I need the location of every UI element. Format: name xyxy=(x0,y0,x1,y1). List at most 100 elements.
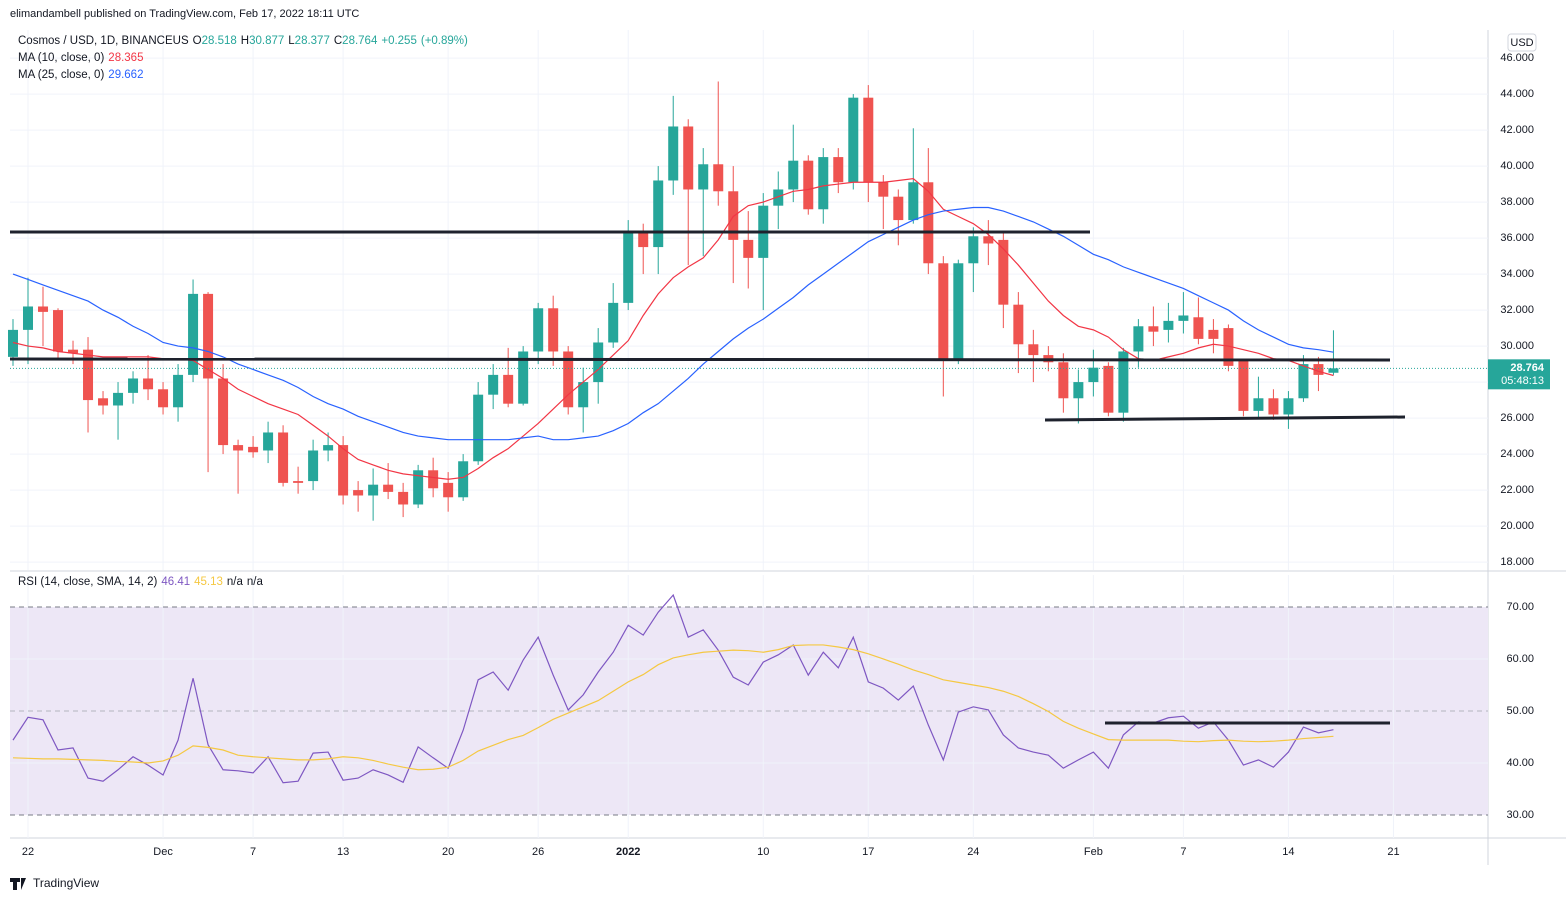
rsi-extra: n/a xyxy=(246,576,263,588)
candle-body xyxy=(413,470,424,505)
y-tick-label: 30.00 xyxy=(1506,809,1534,821)
y-tick-label: 44.000 xyxy=(1500,88,1534,100)
candle-body xyxy=(908,182,919,221)
x-tick-label: 13 xyxy=(337,846,349,858)
countdown: 05:48:13 xyxy=(1501,375,1544,387)
candle-body xyxy=(1103,365,1114,413)
y-tick-label: 32.000 xyxy=(1500,304,1534,316)
series-line xyxy=(12,593,1334,784)
y-tick-label: 26.000 xyxy=(1500,412,1534,424)
last-price-label: 28.764 xyxy=(1510,362,1545,374)
candle-body xyxy=(728,191,739,240)
rsi-legend: RSI (14, close, SMA, 14, 2) 46.41 45.13 n/a… xyxy=(18,576,267,588)
candle-body xyxy=(683,126,694,190)
candle-body xyxy=(1058,362,1069,399)
candle-body xyxy=(1238,360,1249,411)
x-tick-label: 14 xyxy=(1282,846,1294,858)
candle-body xyxy=(653,180,664,248)
candle-body xyxy=(893,196,904,221)
candle-body xyxy=(563,351,574,408)
candle-body xyxy=(1298,364,1309,399)
y-tick-label: 42.000 xyxy=(1500,124,1534,136)
x-tick-label: 17 xyxy=(862,846,874,858)
candle-body xyxy=(368,484,379,496)
price-legend: Cosmos / USD, 1D, BINANCEUS O28.518 H30.87… xyxy=(18,35,472,47)
candle-body xyxy=(608,302,619,343)
x-tick-label: 24 xyxy=(967,846,979,858)
candle-body xyxy=(548,308,559,352)
x-tick-label: 22 xyxy=(22,846,34,858)
trend-line xyxy=(9,357,1391,362)
currency-button[interactable] xyxy=(1507,33,1537,52)
candle-body xyxy=(143,378,154,390)
candle-body xyxy=(38,306,49,312)
ohlc-value: 28.764 xyxy=(342,35,378,47)
candle-body xyxy=(863,97,874,183)
last-price-box xyxy=(1488,359,1550,390)
y-tick-label: 40.000 xyxy=(1500,160,1534,172)
candle-body xyxy=(263,432,274,451)
ohlc-value: 30.877 xyxy=(249,35,285,47)
candle-body xyxy=(323,445,334,451)
candle-body xyxy=(983,236,994,244)
change-pct: (+0.89%) xyxy=(420,35,468,47)
ma-name: MA (25, close, 0) xyxy=(18,69,105,81)
rsi-value: 46.41 xyxy=(161,576,191,588)
x-tick-label: 26 xyxy=(532,846,544,858)
ma-name: MA (10, close, 0) xyxy=(18,52,105,64)
candle-body xyxy=(533,308,544,352)
candle-body xyxy=(353,490,364,496)
candle-body xyxy=(8,329,19,357)
rsi-extra: n/a xyxy=(226,576,243,588)
candle-body xyxy=(773,189,784,206)
candle-body xyxy=(428,470,439,489)
candle-body xyxy=(1028,344,1039,356)
candle-body xyxy=(1268,398,1279,415)
candle-body xyxy=(443,482,454,498)
ohlc-value: 28.377 xyxy=(294,35,330,47)
candle-body xyxy=(518,351,529,404)
ma25-legend: MA (25, close, 0) 29.662 xyxy=(18,69,147,81)
candle-body xyxy=(743,239,754,258)
x-tick-label: 10 xyxy=(757,846,769,858)
candle-body xyxy=(473,394,484,462)
y-tick-label: 34.000 xyxy=(1500,268,1534,280)
x-tick-label: 20 xyxy=(442,846,454,858)
rsi-title: RSI (14, close, SMA, 14, 2) xyxy=(18,576,158,588)
candle-body xyxy=(788,160,799,190)
candle-body xyxy=(833,157,844,183)
ohlc-letter: C xyxy=(333,35,343,47)
candle-body xyxy=(293,481,304,483)
y-tick-label: 60.00 xyxy=(1506,653,1534,665)
candle-body xyxy=(83,349,94,401)
candle-body xyxy=(1253,398,1264,411)
ma-value: 28.365 xyxy=(108,52,144,64)
ohlc-letter: L xyxy=(288,35,295,47)
candle-body xyxy=(503,374,514,404)
candle-body xyxy=(68,349,79,354)
series-line xyxy=(12,206,1334,441)
candle-body xyxy=(818,157,829,210)
candle-body xyxy=(593,342,604,383)
candle-body xyxy=(173,374,184,408)
x-tick-label: 21 xyxy=(1387,846,1399,858)
y-tick-label: 24.000 xyxy=(1500,448,1534,460)
published-note: elimandambell published on TradingView.c… xyxy=(10,8,359,20)
y-tick-label: 50.00 xyxy=(1506,705,1534,717)
ma-value: 29.662 xyxy=(108,69,144,81)
candle-body xyxy=(1193,317,1204,339)
symbol-title: Cosmos / USD, 1D, BINANCEUS xyxy=(18,35,189,47)
candle-body xyxy=(218,378,229,446)
candle-body xyxy=(308,450,319,482)
candle-body xyxy=(623,232,634,303)
candle-body xyxy=(1328,368,1339,373)
candle-body xyxy=(878,182,889,197)
currency-label: USD xyxy=(1510,37,1533,49)
candle-body xyxy=(968,236,979,264)
candle-body xyxy=(1163,320,1174,330)
candle-body xyxy=(668,126,679,181)
y-tick-label: 20.000 xyxy=(1500,520,1534,532)
y-tick-label: 38.000 xyxy=(1500,196,1534,208)
